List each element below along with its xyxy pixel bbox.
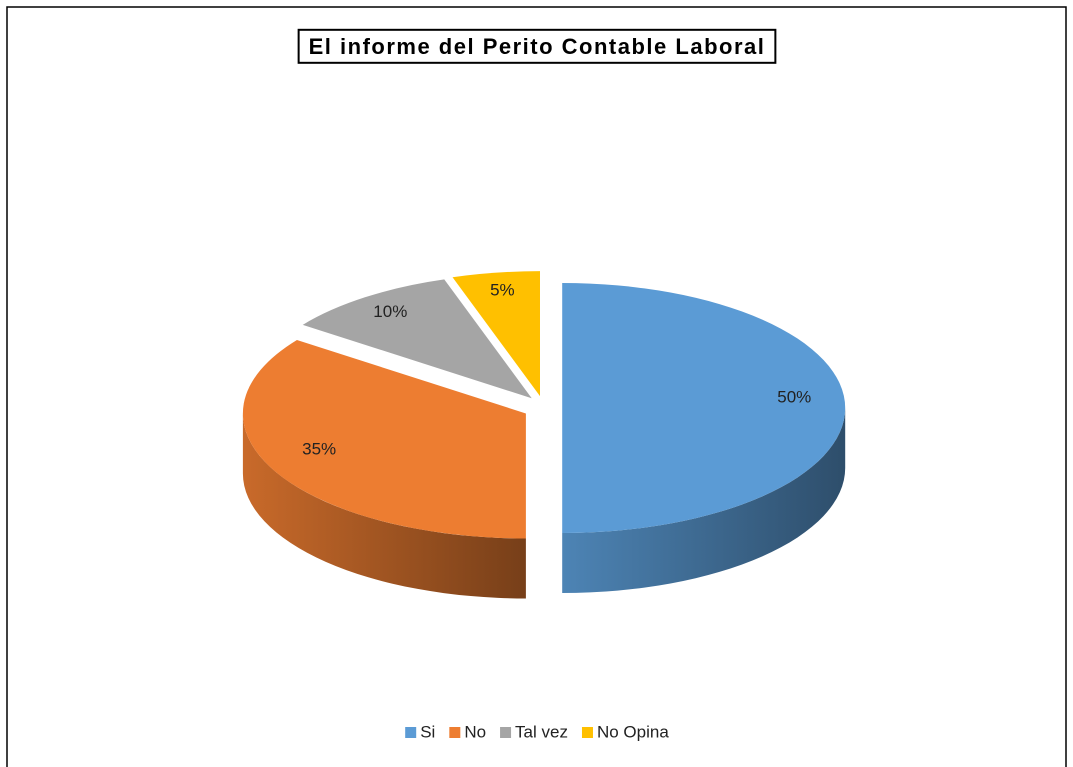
slice-rim (562, 408, 846, 593)
legend: Si No Tal vez No Opina (405, 722, 669, 741)
pie-slice (242, 339, 526, 539)
legend-label: Si (420, 722, 435, 741)
pie-slice (302, 279, 532, 399)
pie-slice (452, 271, 540, 397)
data-label: 50% (777, 387, 811, 406)
legend-swatch (500, 727, 512, 738)
title-box (297, 28, 777, 64)
data-label: 10% (373, 302, 407, 321)
pie-labels: 50% 35% 10% 5% (302, 281, 811, 459)
chart-frame (6, 6, 1067, 767)
data-label: 35% (302, 439, 336, 458)
legend-label: Tal vez (515, 722, 568, 741)
legend-swatch (405, 727, 417, 738)
slice-rim (242, 413, 526, 599)
legend-label: No (464, 722, 486, 741)
pie-sides (242, 408, 846, 599)
legend-label: No Opina (597, 722, 669, 741)
legend-swatch (449, 727, 461, 738)
pie-slice (562, 283, 846, 533)
chart-title: El informe del Perito Contable Laboral (309, 34, 766, 59)
legend-swatch (581, 727, 593, 738)
pie-tops (242, 271, 846, 539)
data-label: 5% (490, 281, 515, 300)
